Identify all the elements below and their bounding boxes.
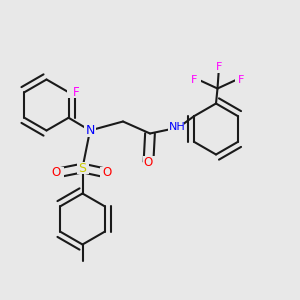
Text: O: O xyxy=(52,166,61,179)
Text: N: N xyxy=(85,124,95,137)
FancyBboxPatch shape xyxy=(100,167,113,178)
Text: S: S xyxy=(79,161,86,175)
FancyBboxPatch shape xyxy=(84,124,96,136)
FancyBboxPatch shape xyxy=(235,74,247,86)
Text: F: F xyxy=(191,74,198,85)
Text: NH: NH xyxy=(169,122,185,133)
FancyBboxPatch shape xyxy=(142,156,154,168)
FancyBboxPatch shape xyxy=(168,122,184,134)
Text: F: F xyxy=(73,86,80,99)
FancyBboxPatch shape xyxy=(213,61,225,73)
FancyBboxPatch shape xyxy=(189,74,201,86)
Text: O: O xyxy=(103,166,112,179)
Text: O: O xyxy=(144,155,153,169)
Text: F: F xyxy=(237,74,244,85)
Text: F: F xyxy=(216,62,222,72)
FancyBboxPatch shape xyxy=(76,162,88,174)
FancyBboxPatch shape xyxy=(67,86,82,98)
FancyBboxPatch shape xyxy=(50,167,64,178)
